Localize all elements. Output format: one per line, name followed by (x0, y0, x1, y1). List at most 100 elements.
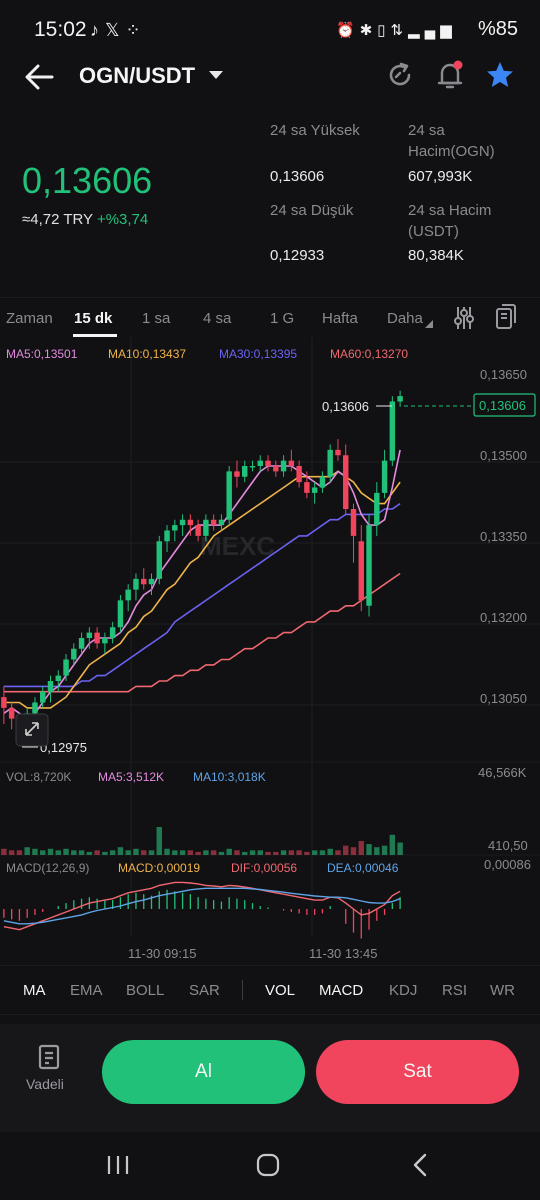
volume-bar (226, 848, 232, 855)
ind-vol[interactable]: VOL (265, 982, 296, 999)
recent-apps-icon[interactable] (106, 1154, 130, 1176)
tiktok-icon: ♪ (90, 20, 105, 40)
futures-label[interactable]: Vadeli (26, 1076, 64, 1092)
macd-legend-name: MACD(12,26,9) (6, 861, 89, 875)
futures-icon[interactable] (38, 1044, 62, 1070)
volume-bar (374, 847, 380, 855)
candle-body (343, 455, 349, 509)
tab-15dk[interactable]: 15 dk (74, 310, 113, 327)
ma10-legend: MA10:0,13437 (108, 347, 187, 361)
android-nav-bar (0, 1132, 540, 1200)
price-sub: ≈4,72 TRY +%3,74 (22, 211, 148, 228)
ind-boll[interactable]: BOLL (126, 982, 165, 999)
ind-rsi[interactable]: RSI (442, 982, 468, 999)
tab-1sa[interactable]: 1 sa (142, 310, 171, 327)
home-icon[interactable] (256, 1153, 280, 1177)
tab-zaman[interactable]: Zaman (6, 310, 53, 327)
macd-max-label: 0,00086 (484, 857, 531, 872)
vol-ogn-label: 24 sa Hacim(OGN) (408, 120, 495, 162)
ind-wr[interactable]: WR (490, 982, 515, 999)
volume-bar (164, 848, 170, 855)
candle-body (1, 697, 7, 708)
volume-bar (133, 848, 139, 855)
last-price-tag: 0,13606 (479, 398, 526, 413)
macd-dif-line (3, 881, 401, 931)
volume-bar (32, 848, 38, 855)
volume-bar (335, 850, 341, 855)
ind-kdj[interactable]: KDJ (389, 982, 418, 999)
candle-body (249, 466, 256, 468)
x-icon: 𝕏 (105, 20, 126, 40)
volume-bar (47, 848, 54, 855)
vol-ma10-legend: MA10:3,018K (193, 770, 266, 784)
low-label: 24 sa Düşük (270, 202, 354, 219)
candle-body (86, 632, 93, 638)
star-icon[interactable] (484, 59, 516, 91)
candle-body (265, 460, 271, 466)
ma10-line (3, 470, 401, 709)
price-chart[interactable]: MEXC 0,13650 0,13500 0,13350 0,13200 0,1… (0, 337, 540, 965)
active-tab-underline (73, 334, 117, 337)
volume-bar (148, 850, 155, 855)
volume-bar (397, 842, 403, 855)
vol-usdt-label: 24 sa Hacim (USDT) (408, 200, 491, 242)
volume-bar (311, 850, 318, 855)
expand-icon[interactable] (15, 713, 49, 747)
chart-layout-icon[interactable] (494, 303, 518, 331)
tab-hafta[interactable]: Hafta (322, 310, 358, 327)
max-price-label: 0,13606 (322, 399, 369, 414)
candle-body (226, 471, 232, 520)
volume-bar (102, 851, 108, 855)
ind-sar[interactable]: SAR (189, 982, 220, 999)
volume-bar (218, 851, 225, 855)
volume-bar (366, 844, 372, 855)
volume-bar (343, 845, 349, 855)
vol-usdt-value: 80,384K (408, 247, 464, 264)
volume-bar (203, 850, 209, 855)
sell-button[interactable]: Sat (316, 1040, 519, 1104)
candle-body (133, 578, 139, 590)
volume-bar (288, 850, 295, 855)
ind-ema[interactable]: EMA (70, 982, 103, 999)
tab-daha[interactable]: Daha (387, 310, 423, 327)
candle-body (304, 482, 310, 493)
battery-level: %85 (477, 18, 518, 40)
vol-min-label: 410,50 (488, 838, 528, 853)
back-arrow-icon[interactable] (22, 59, 58, 95)
vol-usdt-label-line2: (USDT) (408, 223, 459, 240)
chevron-down-icon[interactable] (209, 71, 223, 79)
trade-bar: Vadeli Al Sat (0, 1024, 540, 1132)
pair-title[interactable]: OGN/USDT (79, 63, 196, 88)
volume-bar (24, 847, 30, 855)
ind-macd[interactable]: MACD (319, 982, 364, 999)
ind-ma[interactable]: MA (23, 982, 46, 999)
volume-bar (389, 834, 396, 855)
status-time: 15:02 (34, 18, 87, 41)
vol-ma5-legend: MA5:3,512K (98, 770, 164, 784)
buy-button[interactable]: Al (102, 1040, 305, 1104)
candle-body (78, 638, 85, 649)
volume-bar (172, 850, 178, 855)
tab-4sa[interactable]: 4 sa (203, 310, 232, 327)
macd-legend-macd: MACD:0,00019 (118, 861, 200, 875)
try-value: ≈4,72 TRY (22, 211, 93, 228)
alarm-icon: ⏰ (336, 22, 360, 39)
candle-body (389, 401, 396, 461)
candle-body (156, 541, 162, 579)
candle-body (172, 525, 178, 531)
y-tick-2: 0,13350 (480, 529, 527, 544)
bell-icon[interactable] (436, 59, 466, 91)
volume-bar (8, 850, 15, 855)
indicator-divider (242, 980, 243, 1000)
tab-1g[interactable]: 1 G (270, 310, 295, 327)
candle-body (71, 648, 77, 660)
refresh-icon[interactable] (386, 61, 414, 89)
candle-body (218, 519, 225, 526)
watermark: MEXC (200, 531, 275, 561)
indicator-settings-icon[interactable] (452, 305, 476, 331)
volume-bar (249, 850, 256, 855)
back-icon[interactable] (410, 1153, 432, 1177)
candle-body (381, 460, 388, 493)
4g-icon: ⇅ (390, 22, 409, 39)
volume-bar (381, 845, 388, 855)
